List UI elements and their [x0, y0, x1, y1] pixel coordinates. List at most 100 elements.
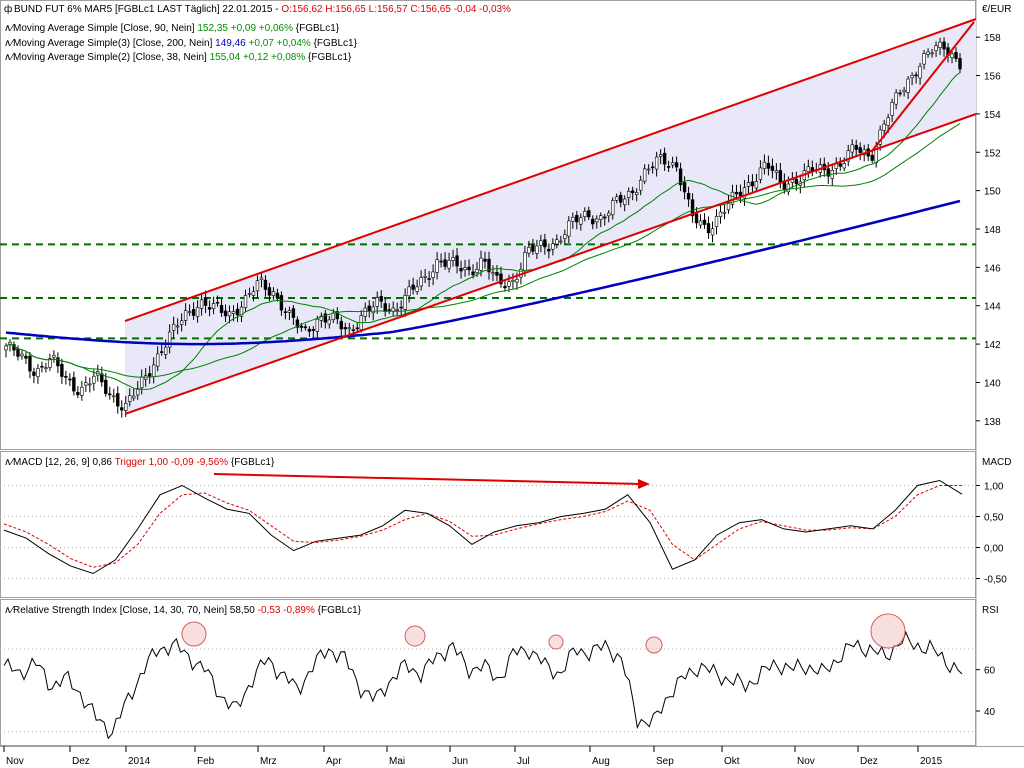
candle-body — [702, 219, 707, 225]
candle-body — [579, 217, 583, 225]
candle-body — [355, 327, 359, 330]
price-layer — [0, 37, 976, 418]
candle-body — [427, 278, 431, 280]
candle-body — [718, 211, 723, 217]
x-tick-label: Aug — [592, 756, 610, 767]
ma90-line — [5, 123, 961, 378]
rsi-circle-3 — [548, 634, 564, 650]
candle-body — [958, 58, 962, 70]
candle-body — [191, 309, 196, 316]
candle-body — [371, 306, 375, 314]
candle-body — [132, 395, 136, 399]
candle-body — [80, 386, 84, 396]
candle-body — [72, 377, 76, 392]
candle-body — [503, 285, 507, 289]
candle-body — [666, 166, 671, 168]
channel-lower-line — [124, 113, 977, 415]
candle-body — [447, 260, 451, 269]
candle-body — [183, 310, 188, 321]
candle-body — [539, 240, 543, 246]
rsi-axis-ticks: RSI 60 40 — [976, 605, 999, 718]
candle-body — [231, 311, 236, 314]
candle-body — [914, 74, 918, 77]
candle-body — [770, 165, 775, 171]
candle-body — [563, 234, 567, 240]
candle-body — [950, 53, 954, 59]
macd-axis-title: MACD — [982, 457, 1011, 468]
candle-body — [199, 299, 204, 309]
macd-tick-label: 0,50 — [984, 513, 1004, 524]
candle-body — [323, 313, 328, 323]
candle-body — [626, 190, 631, 198]
candle-body — [399, 306, 403, 309]
candle-body — [934, 45, 938, 51]
candle-body — [646, 168, 651, 171]
candle-body — [116, 393, 120, 407]
candle-body — [439, 260, 443, 263]
candle-body — [942, 41, 946, 50]
candle-body — [343, 327, 347, 330]
candle-body — [395, 309, 399, 311]
candle-body — [523, 252, 527, 271]
price-tick-label: 152 — [984, 148, 1001, 159]
candle-body — [459, 268, 463, 272]
candle-body — [335, 311, 340, 320]
price-tick-label: 148 — [984, 225, 1001, 236]
x-tick-label: Jul — [517, 756, 530, 767]
candle-body — [20, 353, 24, 357]
candle-body — [44, 367, 48, 369]
price-tick-label: 146 — [984, 263, 1001, 274]
candle-body — [758, 167, 763, 180]
macd-divergence-arrow — [213, 473, 641, 485]
candle-body — [379, 296, 383, 302]
candle-body — [774, 170, 779, 173]
x-axis-ticks: Nov Dez 2014 Feb Mrz Apr Mai Jun Jul Aug Sep Okt Nov… — [3, 746, 943, 767]
price-tick-label: 150 — [984, 187, 1001, 198]
candle-body — [124, 402, 128, 411]
candle-body — [710, 228, 715, 236]
macd-tick-label: 1,00 — [984, 482, 1004, 493]
candle-body — [331, 312, 336, 320]
candle-body — [159, 351, 164, 353]
candle-body — [295, 319, 300, 328]
ma200-legend: ∧∕Moving Average Simple(3) [Close, 200, … — [4, 38, 358, 49]
candle-body — [155, 353, 160, 367]
candle-body — [750, 181, 755, 187]
price-axis-ticks: 158 156 154 152 150 148 146 144 142 140 138 — [976, 33, 1001, 428]
candle-body — [100, 373, 104, 383]
candle-body — [299, 325, 304, 328]
candle-body — [56, 357, 60, 367]
candle-body — [147, 373, 152, 377]
candle-body — [251, 291, 256, 296]
candle-body — [678, 168, 683, 186]
candle-body — [140, 376, 144, 389]
macd-panel — [0, 451, 976, 598]
candle-body — [187, 311, 192, 313]
x-tick-label: 2014 — [128, 756, 151, 767]
candle-body — [898, 92, 902, 95]
macd-trigger-line — [3, 485, 962, 568]
candle-body — [195, 307, 200, 317]
candle-body — [954, 51, 958, 59]
candle-body — [4, 345, 8, 351]
candle-body — [28, 355, 32, 372]
candle-body — [742, 187, 747, 199]
candle-body — [623, 198, 627, 205]
candle-body — [786, 183, 791, 193]
candle-body — [275, 292, 280, 299]
candle-body — [531, 244, 535, 252]
candle-body — [76, 392, 80, 396]
candle-body — [163, 346, 168, 355]
candle-body — [555, 239, 559, 245]
candle-body — [682, 182, 687, 193]
candle-body — [211, 303, 216, 310]
candle-body — [842, 163, 846, 169]
candle-body — [595, 218, 599, 223]
candle-body — [479, 257, 483, 271]
ma38-line — [5, 72, 961, 390]
candle-body — [431, 271, 435, 278]
candle-body — [319, 315, 324, 321]
candle-body — [423, 276, 427, 278]
rsi-panel — [0, 599, 976, 746]
